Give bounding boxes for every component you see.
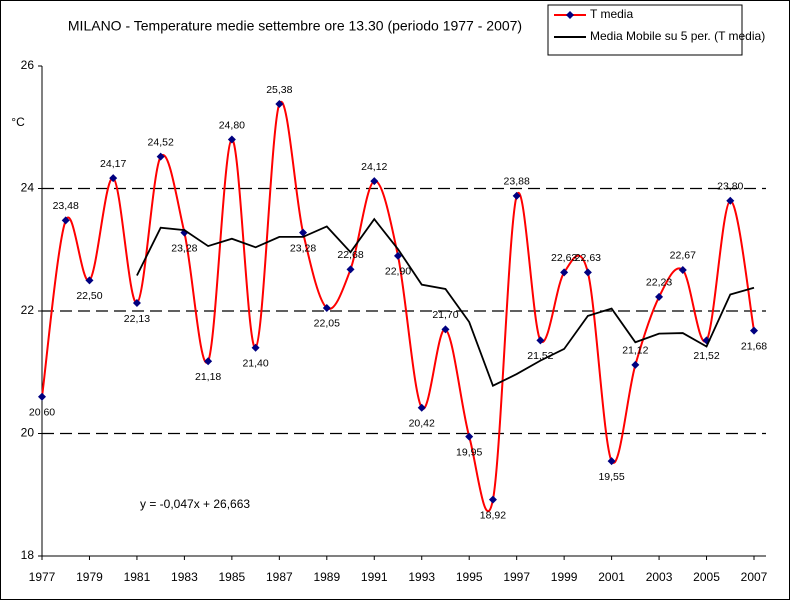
marker — [109, 174, 118, 183]
marker — [346, 265, 355, 274]
marker — [560, 268, 569, 277]
chart-title: MILANO - Temperature medie settembre ore… — [68, 18, 522, 34]
x-tick-label: 1979 — [76, 570, 103, 584]
y-tick-label: 20 — [21, 426, 35, 440]
data-label: 22,50 — [76, 290, 102, 302]
marker — [512, 191, 521, 200]
data-label: 25,38 — [266, 84, 292, 96]
x-tick-label: 1983 — [171, 570, 198, 584]
data-label: 23,80 — [717, 181, 743, 193]
y-axis-label: °C — [11, 115, 25, 129]
x-tick-label: 1999 — [551, 570, 578, 584]
data-label: 22,05 — [314, 318, 340, 330]
data-label: 24,52 — [148, 136, 174, 148]
marker — [417, 403, 426, 412]
marker — [465, 432, 474, 441]
marker — [38, 392, 46, 401]
x-tick-label: 1989 — [313, 570, 340, 584]
legend-marker — [566, 11, 574, 19]
marker — [726, 196, 735, 205]
data-label: 22,63 — [551, 252, 577, 264]
marker — [678, 265, 687, 274]
data-label: 23,48 — [53, 200, 79, 212]
marker — [299, 228, 308, 237]
legend-label: T media — [590, 7, 633, 21]
marker — [441, 325, 450, 334]
x-tick-label: 1981 — [124, 570, 151, 584]
legend-label: Media Mobile su 5 per. (T media) — [590, 29, 765, 43]
data-label: 21,68 — [741, 340, 767, 352]
marker — [536, 336, 545, 345]
data-label: 19,55 — [598, 471, 624, 483]
data-label: 24,80 — [219, 119, 245, 131]
legend-box — [547, 4, 743, 56]
x-tick-label: 1985 — [219, 570, 246, 584]
x-tick-label: 2003 — [646, 570, 673, 584]
marker — [61, 216, 70, 225]
data-label: 21,52 — [527, 350, 553, 362]
marker — [322, 303, 331, 312]
x-tick-label: 1995 — [456, 570, 483, 584]
marker — [583, 268, 592, 277]
x-tick-label: 1993 — [408, 570, 435, 584]
marker — [251, 343, 260, 352]
marker — [607, 457, 616, 466]
data-label: 23,88 — [504, 176, 530, 188]
y-tick-label: 22 — [21, 303, 35, 317]
data-label: 21,12 — [622, 345, 648, 357]
data-label: 21,52 — [693, 350, 719, 362]
x-tick-label: 1977 — [29, 570, 56, 584]
data-label: 18,92 — [480, 509, 506, 521]
x-tick-label: 2005 — [693, 570, 720, 584]
data-label: 23,28 — [290, 242, 316, 254]
marker — [631, 360, 640, 369]
data-label: 24,12 — [361, 161, 387, 173]
data-label: 22,63 — [575, 252, 601, 264]
data-label: 22,68 — [337, 249, 363, 261]
marker — [132, 299, 141, 308]
marker — [204, 357, 213, 366]
marker — [394, 251, 402, 260]
trend-equation: y = -0,047x + 26,663 — [140, 497, 250, 511]
data-label: 24,17 — [100, 158, 126, 170]
x-tick-label: 1987 — [266, 570, 293, 584]
x-tick-label: 1991 — [361, 570, 388, 584]
data-label: 22,23 — [646, 277, 672, 289]
marker — [370, 177, 379, 186]
data-label: 21,18 — [195, 371, 221, 383]
data-label: 22,13 — [124, 313, 150, 325]
data-label: 20,60 — [29, 407, 55, 419]
data-label: 20,42 — [409, 418, 435, 430]
marker — [227, 135, 236, 144]
marker — [750, 326, 758, 335]
marker — [488, 495, 497, 504]
marker — [85, 276, 94, 285]
x-tick-label: 2007 — [741, 570, 768, 584]
x-tick-label: 1997 — [503, 570, 530, 584]
data-label: 21,40 — [242, 358, 268, 370]
marker — [655, 292, 664, 301]
data-label: 19,95 — [456, 446, 482, 458]
y-tick-label: 26 — [21, 58, 35, 72]
series-line — [136, 217, 755, 387]
y-tick-label: 18 — [21, 548, 35, 562]
data-label: 23,28 — [171, 242, 197, 254]
data-label: 22,67 — [670, 250, 696, 262]
marker — [275, 99, 284, 108]
marker — [156, 152, 165, 161]
data-label: 22,90 — [385, 266, 411, 278]
x-tick-label: 2001 — [598, 570, 625, 584]
data-label: 21,70 — [432, 309, 458, 321]
y-tick-label: 24 — [21, 181, 35, 195]
